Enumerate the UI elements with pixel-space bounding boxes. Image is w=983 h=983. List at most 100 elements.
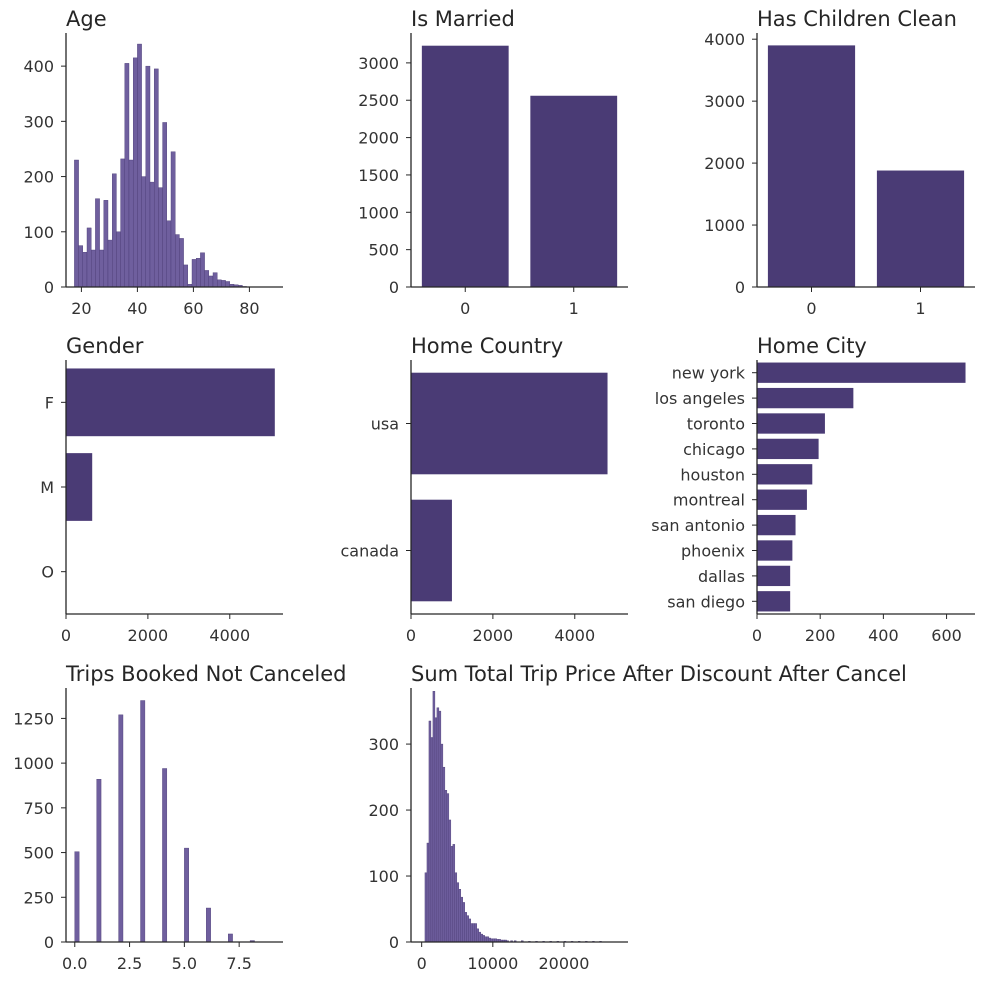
- sum_total-xtick-label: 0: [417, 954, 427, 973]
- is_married-ytick-label: 2500: [358, 91, 399, 110]
- sum_total-xtick-label: 20000: [539, 954, 590, 973]
- trips-hist-bar: [228, 933, 233, 943]
- home_city-bar: [757, 362, 966, 383]
- sum_total-hist-bar: [486, 936, 489, 943]
- home_city-category-label: san antonio: [651, 516, 745, 535]
- age-xtick-label: 40: [127, 299, 147, 318]
- trips-title: Trips Booked Not Canceled: [65, 662, 346, 686]
- gender-xtick-label: 4000: [209, 626, 250, 645]
- home_city-bar: [757, 565, 791, 587]
- age-hist-bar: [111, 173, 117, 288]
- home_city-title: Home City: [757, 334, 867, 358]
- home_country-xtick-label: 0: [406, 626, 416, 645]
- age-hist-bar: [153, 68, 159, 288]
- trips-hist-bar: [74, 851, 80, 943]
- gender-category-label: O: [41, 563, 54, 582]
- age-hist-bar: [225, 281, 231, 288]
- sum_total-hist-bar: [438, 710, 442, 943]
- gender-title: Gender: [66, 334, 144, 358]
- age-hist-bar: [86, 227, 92, 288]
- has_children-ytick-label: 3000: [704, 92, 745, 111]
- sum_total-ytick-label: 100: [368, 867, 399, 886]
- age-hist-bar: [179, 238, 184, 288]
- trips-xtick-label: 2.5: [117, 954, 142, 973]
- age-hist-bar: [90, 249, 96, 288]
- trips-ytick-label: 0: [44, 933, 54, 952]
- age-xtick-label: 20: [71, 299, 91, 318]
- sum_total-title: Sum Total Trip Price After Discount Afte…: [411, 662, 907, 686]
- chart-home_city: new york los angeles toronto chicago houston…: [651, 334, 975, 645]
- trips-ytick-label: 750: [23, 799, 54, 818]
- age-ytick-label: 0: [44, 278, 54, 297]
- age-xtick-label: 80: [239, 299, 259, 318]
- sum_total-hist-bar: [466, 915, 469, 943]
- home_city-bar: [757, 489, 807, 510]
- home_city-xtick-label: 0: [752, 626, 762, 645]
- sum_total-hist-bar: [442, 766, 446, 943]
- age-hist-bar: [137, 43, 142, 288]
- age-hist-bar: [170, 151, 176, 288]
- home_city-category-label: los angeles: [655, 389, 745, 408]
- home_city-xtick-label: 600: [931, 626, 962, 645]
- trips-ytick-label: 1000: [13, 754, 54, 773]
- age-hist-bar: [99, 249, 104, 288]
- trips-hist-bar: [184, 847, 189, 943]
- home_city-bar: [757, 591, 791, 612]
- chart-trips: 0 250 500 750 1000 1250 0.0 2.5 5.0 7.5 Trips Book…: [13, 662, 346, 973]
- age-ytick-label: 300: [23, 112, 54, 131]
- has_children-ytick-label: 2000: [704, 154, 745, 173]
- age-hist-bar: [158, 187, 163, 288]
- age-hist-bar: [103, 200, 109, 288]
- age-hist-bar: [145, 65, 151, 288]
- home_city-category-label: phoenix: [681, 542, 745, 561]
- has_children-bar: [767, 45, 856, 287]
- trips-hist-bar: [96, 779, 102, 943]
- sum_total-hist-bar: [476, 928, 479, 943]
- age-hist-bar: [120, 158, 125, 288]
- age-hist-bar: [74, 159, 79, 288]
- home_city-category-label: toronto: [687, 415, 745, 434]
- chart-sum_total: 0 100 200 300 0 10000 20000 Sum Total Trip Pric…: [368, 662, 906, 973]
- sum_total-hist-bar: [484, 936, 487, 943]
- home_country-xtick-label: 2000: [473, 626, 514, 645]
- home_city-category-label: montreal: [673, 491, 745, 510]
- sum_total-hist-bar: [458, 889, 462, 943]
- is_married-title: Is Married: [411, 7, 515, 31]
- home_city-bar: [757, 413, 825, 434]
- sum_total-hist-bar: [440, 743, 444, 943]
- sum_total-hist-bar: [474, 923, 477, 943]
- home_city-xtick-label: 200: [805, 626, 836, 645]
- has_children-ytick-label: 1000: [704, 216, 745, 235]
- sum_total-hist-bar: [464, 912, 467, 943]
- age-hist-bar: [116, 231, 121, 288]
- sum_total-hist-bar: [428, 720, 432, 943]
- trips-hist-bar: [140, 700, 146, 943]
- has_children-ytick-label: 4000: [704, 30, 745, 49]
- home_city-category-label: san diego: [667, 592, 745, 611]
- sum_total-hist-bar: [436, 707, 440, 943]
- gender-bar: [66, 453, 93, 521]
- sum_total-ytick-label: 300: [368, 735, 399, 754]
- age-xtick-label: 60: [183, 299, 203, 318]
- gender-category-label: M: [40, 478, 54, 497]
- home_city-category-label: new york: [672, 364, 746, 383]
- age-hist-bar: [166, 220, 172, 288]
- age-hist-bar: [191, 259, 197, 288]
- home_city-bar: [757, 387, 854, 409]
- age-hist-bar: [149, 181, 155, 288]
- is_married-ytick-label: 0: [389, 278, 399, 297]
- age-hist-bar: [174, 234, 180, 288]
- sum_total-hist-bar: [456, 882, 460, 943]
- age-title: Age: [66, 7, 107, 31]
- age-hist-bar: [82, 252, 88, 288]
- age-hist-bar: [195, 258, 201, 288]
- sum_total-hist-bar: [434, 717, 438, 943]
- age-hist-bar: [208, 275, 214, 288]
- chart-has_children: 0 1 0 1000 2000 3000 4000 Has Children Clean: [704, 7, 975, 318]
- sum_total-hist-bar: [482, 935, 485, 943]
- is_married-ytick-label: 500: [368, 241, 399, 260]
- sum_total-hist-bar: [444, 790, 448, 943]
- home_city-bar: [757, 540, 793, 561]
- gender-category-label: F: [45, 393, 54, 412]
- trips-ytick-label: 250: [23, 888, 54, 907]
